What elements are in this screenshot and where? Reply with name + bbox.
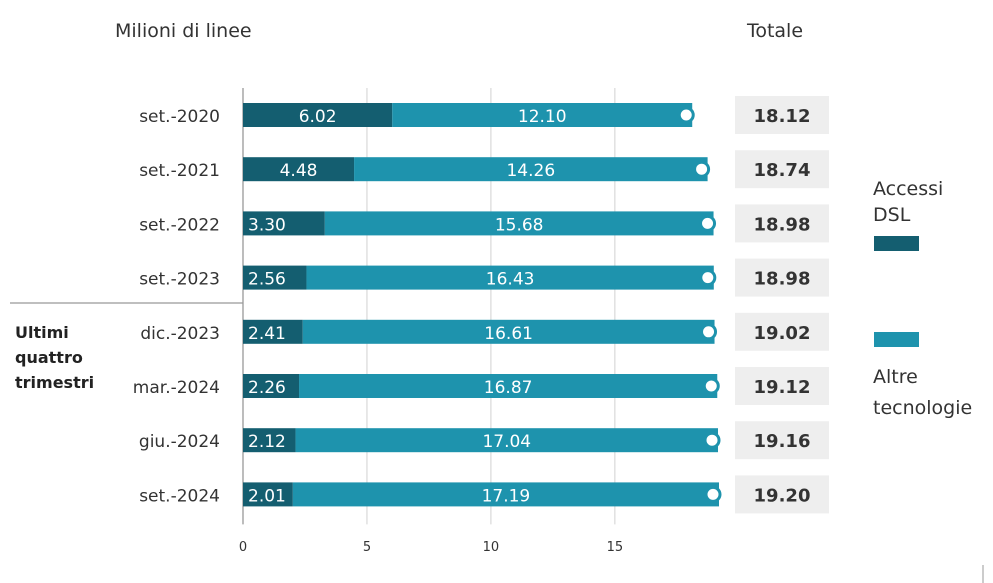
bar-value-label: 16.61 [484, 324, 533, 344]
bar-value-label: 17.04 [482, 432, 531, 452]
dsl-bar [243, 428, 296, 453]
total-marker [699, 214, 717, 232]
group-label-line: Ultimi [15, 323, 69, 342]
total-box [735, 421, 829, 460]
bar-value-label: 17.19 [482, 486, 531, 506]
category-label: giu.-2024 [139, 432, 220, 452]
total-value: 19.12 [754, 377, 811, 398]
other-tech-bar [392, 103, 693, 127]
legend-label: DSL [873, 204, 911, 226]
dsl-bar [243, 374, 300, 398]
dsl-bar [243, 482, 293, 507]
bar-value-label: 14.26 [506, 161, 555, 181]
legend-label: tecnologie [873, 397, 972, 419]
category-label: set.-2023 [139, 270, 220, 290]
dsl-bar [243, 211, 325, 236]
total-value: 18.98 [754, 214, 811, 235]
other-tech-bar [295, 428, 719, 453]
legend-swatch [874, 236, 919, 251]
x-tick-label: 15 [607, 540, 624, 555]
group-label-line: quattro [15, 348, 83, 367]
total-box [735, 475, 829, 514]
total-value: 18.74 [754, 160, 811, 181]
other-tech-bar [306, 265, 714, 290]
other-tech-bar [324, 211, 714, 236]
dsl-bar [243, 157, 355, 182]
total-value: 19.20 [754, 485, 811, 506]
total-box [735, 312, 829, 351]
category-labels: set.-2020 set.-2021 set.-2022 set.-2023 dic.… [133, 107, 220, 506]
bar-value-label: 6.02 [299, 107, 337, 127]
bar-value-label: 2.01 [248, 486, 286, 506]
dsl-bar [243, 103, 393, 127]
total-box [735, 367, 829, 405]
recent-quarters-group: Ultimi quattro trimestri [15, 323, 94, 392]
legend-label: Altre [873, 366, 918, 388]
total-marker [704, 485, 722, 503]
bar-value-label: 15.68 [495, 215, 544, 235]
unit-label: Milioni di linee [115, 20, 252, 42]
total-box [735, 150, 829, 189]
total-box [735, 204, 829, 243]
category-label: set.-2022 [139, 215, 220, 235]
total-marker [700, 323, 718, 341]
total-box [735, 258, 829, 297]
legend: Accessi DSL Altre tecnologie [873, 178, 972, 419]
other-tech-bar [292, 482, 719, 507]
bar-value-label: 2.56 [248, 270, 286, 290]
category-label: set.-2020 [139, 107, 220, 127]
bar-value-label: 2.41 [248, 324, 286, 344]
other-tech-bar [302, 319, 715, 344]
bar-value-label: 12.10 [518, 107, 567, 127]
bar-value-label: 3.30 [248, 215, 286, 235]
gridlines [10, 88, 616, 525]
bar-value-label: 4.48 [280, 161, 318, 181]
legend-swatch [874, 332, 919, 347]
total-value: 18.12 [754, 106, 811, 127]
total-header: Totale [746, 20, 803, 42]
x-tick-label: 10 [483, 540, 500, 555]
total-marker [677, 106, 695, 124]
total-marker [699, 269, 717, 287]
total-marker [703, 431, 721, 449]
other-tech-bar [354, 157, 708, 182]
x-tick-label: 0 [239, 540, 247, 555]
total-value: 18.98 [754, 269, 811, 290]
bar-value-label: 16.87 [484, 378, 533, 398]
category-label: dic.-2023 [140, 324, 220, 344]
other-tech-bar [299, 374, 718, 398]
bar-value-label: 2.12 [248, 432, 286, 452]
totals: 18.12 18.74 18.98 18.98 19.02 19.12 19.16 19.20 [735, 96, 829, 514]
category-label: mar.-2024 [133, 378, 220, 398]
x-tick-label: 5 [363, 540, 371, 555]
bar-value-label: 2.26 [248, 378, 286, 398]
total-marker [702, 377, 720, 395]
category-label: set.-2021 [139, 161, 220, 181]
dsl-bar [243, 265, 307, 290]
total-marker [693, 160, 711, 178]
bar-value-label: 16.43 [486, 270, 535, 290]
legend-label: Accessi [873, 178, 943, 200]
total-value: 19.16 [754, 431, 811, 452]
x-axis-ticks: 0 5 10 15 [239, 540, 623, 555]
bars: 6.02 12.10 4.48 14.26 3.30 15.68 2.56 16.43 2.41… [243, 103, 722, 507]
group-label-line: trimestri [15, 373, 94, 392]
total-value: 19.02 [754, 323, 811, 344]
category-label: set.-2024 [139, 486, 220, 506]
dsl-bar [243, 319, 303, 344]
total-box [735, 96, 829, 134]
